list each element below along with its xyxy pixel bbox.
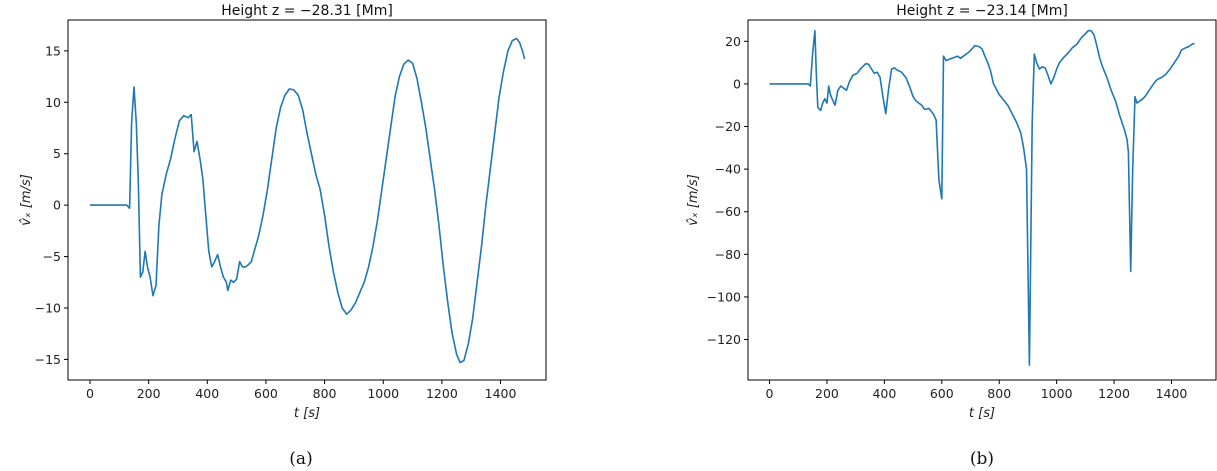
y-axis-label: v̂ₓ [m/s]	[686, 174, 701, 226]
y-tick-label: 15	[45, 43, 61, 58]
x-tick-label: 1400	[485, 386, 517, 401]
x-tick-label: 800	[313, 386, 337, 401]
y-tick-label: −15	[35, 352, 61, 367]
plot-frame	[747, 19, 1217, 381]
x-tick-label: 1400	[1156, 386, 1188, 401]
y-tick-label: −20	[715, 119, 741, 134]
y-tick-label: 10	[45, 95, 61, 110]
y-tick-label: 5	[53, 146, 61, 161]
x-tick-label: 1200	[426, 386, 458, 401]
x-tick-label: 0	[766, 386, 774, 401]
y-axis-label: v̂ₓ [m/s]	[19, 174, 34, 226]
x-tick-label: 1200	[1098, 386, 1130, 401]
chart-a: 0 200 400 600 800 1000 1200 1400 −15 −10 −5 0 5 10 15 H…	[19, 3, 547, 469]
x-tick-label: 1000	[1041, 386, 1073, 401]
y-tick-label: −5	[43, 249, 61, 264]
x-tick-label: 200	[137, 386, 161, 401]
subfigure-caption: (a)	[289, 449, 312, 469]
x-tick-label: 200	[815, 386, 839, 401]
x-tick-label: 1000	[367, 386, 399, 401]
y-tick-label: 0	[53, 198, 61, 213]
x-tick-label: 400	[872, 386, 896, 401]
series-line	[90, 37, 526, 364]
y-tick-label: −60	[715, 204, 741, 219]
y-tick-label: 20	[725, 34, 741, 49]
x-tick-label: 400	[195, 386, 219, 401]
x-axis-label: t [s]	[969, 406, 995, 421]
series-line	[769, 29, 1195, 366]
plot-frame	[67, 19, 547, 381]
chart-title: Height z = −28.31 [Mm]	[221, 3, 393, 19]
y-tick-label: −10	[35, 301, 61, 316]
y-tick-label: −40	[715, 162, 741, 177]
chart-title: Height z = −23.14 [Mm]	[896, 3, 1068, 19]
x-tick-label: 0	[86, 386, 94, 401]
x-axis-label: t [s]	[294, 406, 320, 421]
chart-b: 0 200 400 600 800 1000 1200 1400−120−100−80−60−…	[686, 3, 1217, 469]
y-tick-label: −100	[707, 289, 741, 304]
y-tick-label: −120	[707, 332, 741, 347]
y-tick-label: 0	[733, 76, 741, 91]
x-tick-label: 600	[254, 386, 278, 401]
subfigure-caption: (b)	[970, 449, 994, 469]
x-tick-label: 600	[930, 386, 954, 401]
x-tick-label: 800	[987, 386, 1011, 401]
y-tick-label: −80	[715, 247, 741, 262]
